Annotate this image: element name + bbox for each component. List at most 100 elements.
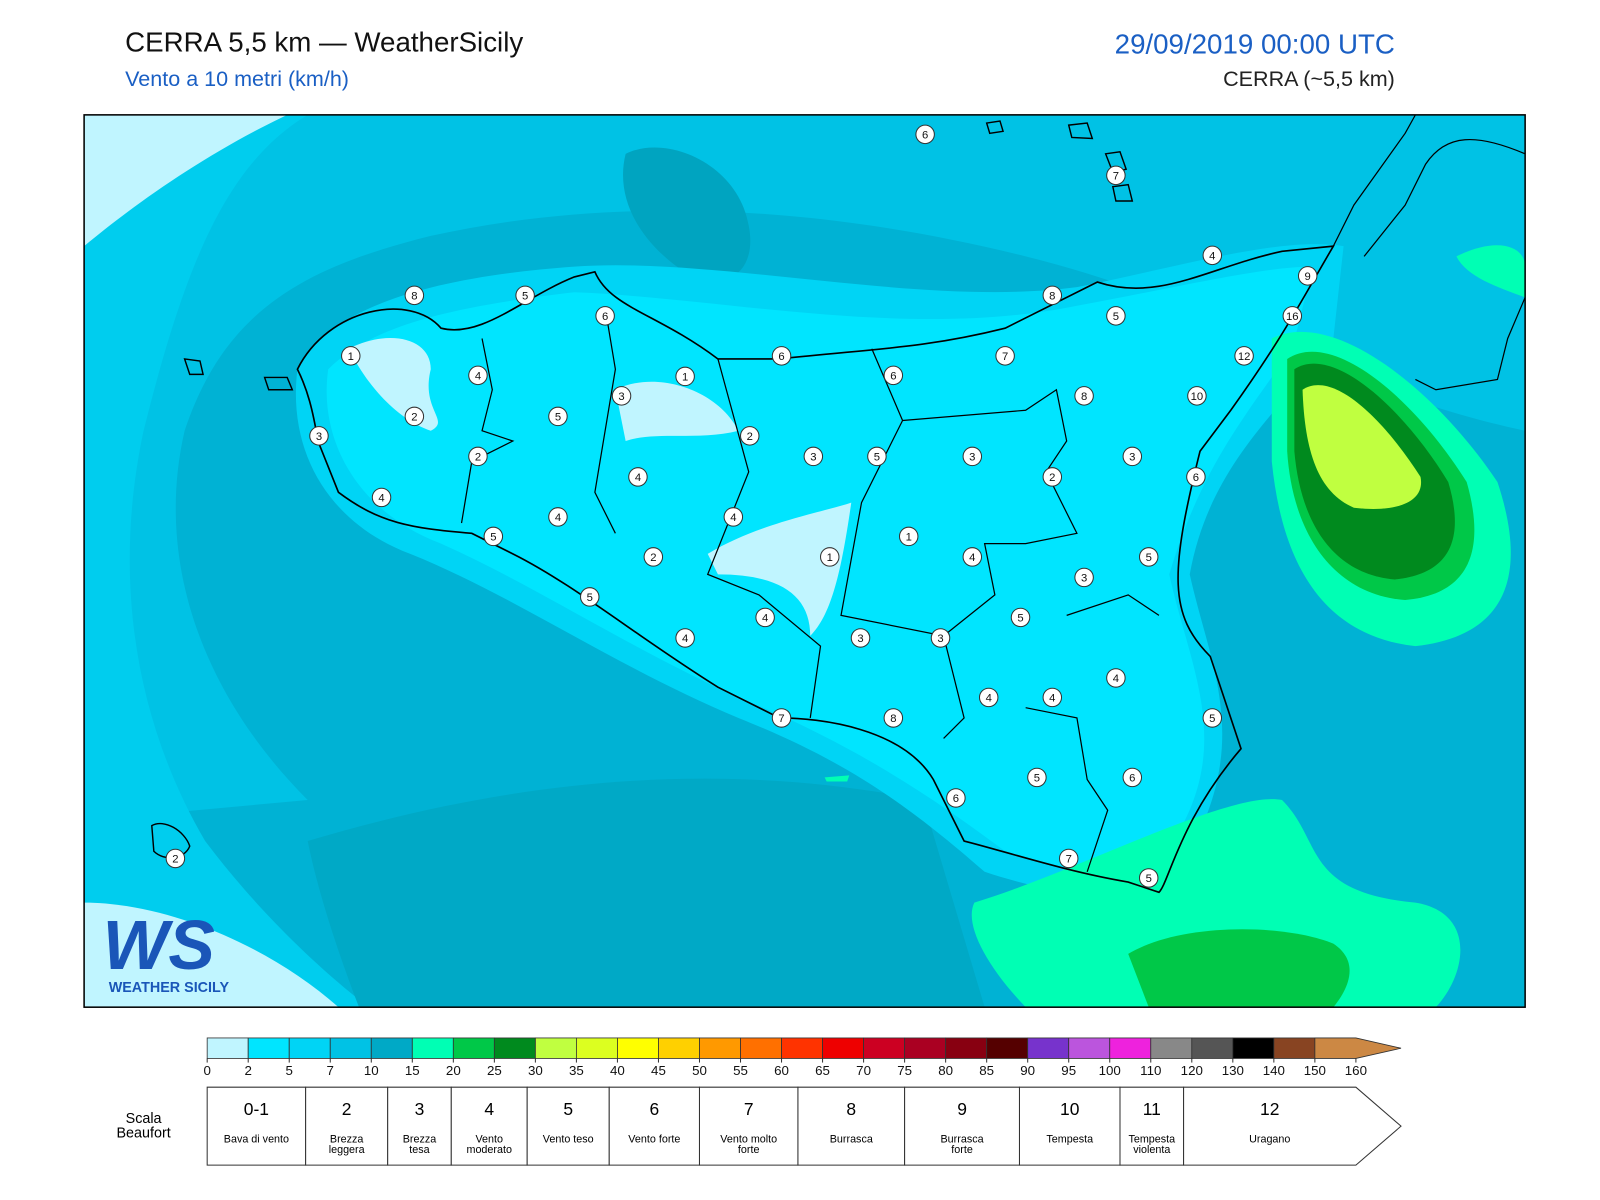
station-value: 3 bbox=[810, 452, 816, 464]
station-marker bbox=[548, 507, 568, 527]
station-marker bbox=[515, 285, 535, 306]
station-marker bbox=[595, 306, 615, 326]
station-value: 1 bbox=[827, 552, 833, 564]
colorbar-segment bbox=[1273, 1037, 1316, 1059]
colorbar-segment bbox=[575, 1037, 618, 1059]
colorbar-segment bbox=[658, 1037, 700, 1059]
beaufort-number: 8 bbox=[846, 1099, 857, 1119]
wind-field bbox=[84, 114, 1526, 1008]
station-value: 5 bbox=[490, 532, 496, 544]
station-marker bbox=[579, 587, 600, 607]
beaufort-label: Tempesta violenta bbox=[1128, 1133, 1176, 1156]
colorbar-segment bbox=[1109, 1037, 1152, 1059]
colorbar: 0 2 5 7 10 15 20 25 30 35 40 45 50 55 60 65 70 75 80 85 90 95… bbox=[203, 1037, 1402, 1166]
beaufort-label: Brezza tesa bbox=[402, 1133, 437, 1156]
colorbar-tick-label: 140 bbox=[1263, 1063, 1285, 1078]
station-marker bbox=[341, 346, 361, 366]
station-value: 5 bbox=[1113, 311, 1119, 323]
beaufort-label: Vento teso bbox=[542, 1133, 594, 1146]
colorbar-tick-label: 5 bbox=[286, 1063, 293, 1078]
colorbar-segment bbox=[1068, 1037, 1111, 1059]
station-marker bbox=[468, 446, 488, 467]
station-value: 6 bbox=[1193, 472, 1199, 484]
station-marker bbox=[1042, 467, 1063, 487]
colorbar-segment bbox=[1232, 1037, 1275, 1059]
colorbar-segment bbox=[986, 1037, 1029, 1059]
station-value: 4 bbox=[555, 512, 561, 524]
colorbar-tick-label: 160 bbox=[1345, 1063, 1367, 1078]
beaufort-label: Burrasca bbox=[829, 1133, 873, 1146]
station-marker bbox=[1186, 467, 1206, 487]
colorbar-segment bbox=[617, 1037, 659, 1059]
beaufort-number: 11 bbox=[1142, 1099, 1161, 1119]
beaufort-number: 12 bbox=[1260, 1099, 1280, 1119]
subtitle: Vento a 10 metri (km/h) bbox=[125, 67, 349, 92]
station-value: 8 bbox=[1081, 391, 1087, 403]
station-marker bbox=[867, 446, 887, 467]
colorbar-segment bbox=[452, 1037, 495, 1059]
coastline bbox=[296, 245, 1335, 894]
colorbar-tick-label: 45 bbox=[651, 1063, 666, 1078]
station-marker bbox=[946, 788, 966, 808]
station-value: 6 bbox=[922, 129, 928, 141]
beaufort-label: Burrasca forte bbox=[940, 1133, 984, 1156]
colorbar-segment bbox=[411, 1037, 454, 1059]
colorbar-tick-label: 95 bbox=[1061, 1063, 1076, 1078]
station-value: 12 bbox=[1238, 351, 1251, 363]
station-marker bbox=[1074, 386, 1094, 406]
colorbar-tick-label: 100 bbox=[1099, 1063, 1121, 1078]
calabria-coast bbox=[1332, 114, 1526, 391]
station-value: 4 bbox=[1209, 250, 1215, 262]
station-value: 5 bbox=[587, 592, 593, 604]
colorbar-segment bbox=[740, 1037, 782, 1059]
beaufort-label: Bava di vento bbox=[223, 1133, 290, 1146]
colorbar-segment bbox=[247, 1037, 290, 1059]
station-marker bbox=[898, 526, 919, 547]
station-marker bbox=[962, 547, 983, 567]
station-value: 5 bbox=[555, 412, 561, 424]
station-value: 5 bbox=[1146, 873, 1152, 885]
station-value: 4 bbox=[378, 493, 384, 505]
station-marker bbox=[915, 124, 935, 145]
colorbar-segment bbox=[904, 1037, 947, 1059]
colorbar-tick-label: 20 bbox=[446, 1063, 461, 1078]
colorbar-tick-label: 30 bbox=[528, 1063, 543, 1078]
station-value: 5 bbox=[522, 290, 528, 302]
colorbar-segment bbox=[329, 1037, 372, 1059]
colorbar-tick-label: 7 bbox=[327, 1063, 334, 1078]
station-value: 1 bbox=[348, 351, 354, 363]
colorbar-tick-label: 40 bbox=[610, 1063, 625, 1078]
station-value: 1 bbox=[906, 532, 912, 544]
colorbar-tick-label: 75 bbox=[897, 1063, 912, 1078]
station-marker bbox=[978, 687, 999, 708]
colorbar-tick-label: 0 bbox=[203, 1063, 210, 1078]
station-value: 3 bbox=[618, 391, 624, 403]
map-frame bbox=[83, 114, 1526, 1008]
colorbar-segment bbox=[493, 1037, 536, 1059]
colorbar-tick-label: 35 bbox=[569, 1063, 584, 1078]
station-marker bbox=[1106, 165, 1126, 186]
station-value: 7 bbox=[1002, 351, 1008, 363]
station-marker bbox=[309, 426, 329, 446]
station-marker bbox=[1282, 306, 1303, 326]
beaufort-label: Vento forte bbox=[628, 1133, 681, 1146]
station-value: 4 bbox=[475, 370, 481, 382]
station-marker bbox=[1042, 687, 1063, 708]
colorbar-segment bbox=[206, 1037, 249, 1059]
beaufort-label: Vento molto forte bbox=[720, 1133, 778, 1156]
station-value: 4 bbox=[730, 512, 736, 524]
station-value: 4 bbox=[762, 613, 768, 625]
beaufort-label: Vento moderato bbox=[466, 1133, 512, 1156]
station-marker bbox=[819, 547, 840, 567]
station-marker bbox=[404, 285, 425, 306]
station-marker bbox=[371, 487, 392, 508]
station-value: 4 bbox=[969, 552, 975, 564]
station-marker bbox=[1027, 767, 1047, 788]
station-marker bbox=[675, 628, 695, 648]
province-borders bbox=[460, 307, 1160, 872]
station-marker bbox=[1202, 708, 1223, 728]
colorbar-segment bbox=[534, 1037, 577, 1059]
colorbar-segment bbox=[1027, 1037, 1070, 1059]
